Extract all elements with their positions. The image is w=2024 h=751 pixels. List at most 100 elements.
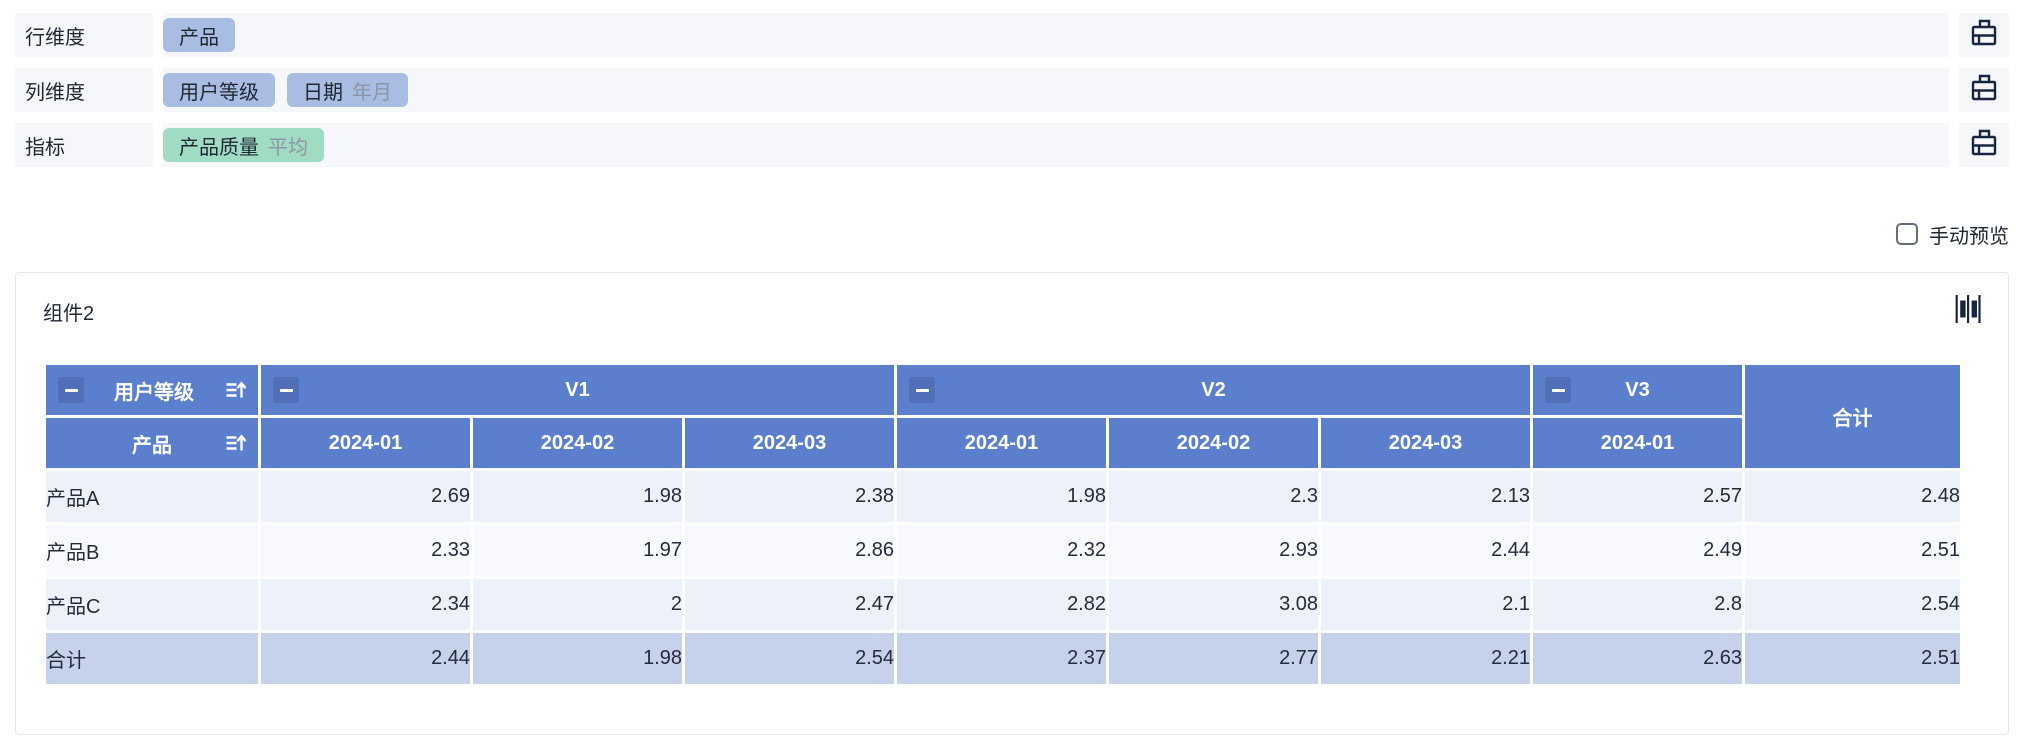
metrics-chips-area[interactable]: 产品质量 平均 bbox=[163, 123, 1949, 167]
brush-clear-icon bbox=[1967, 71, 2001, 110]
pivot-data-row: 产品A 2.69 1.98 2.38 1.98 2.3 2.13 2.57 2.48 bbox=[46, 471, 1960, 522]
pivot-value-cell: 2.57 bbox=[1533, 471, 1742, 522]
metrics-label: 指标 bbox=[15, 123, 153, 167]
pivot-data-row: 产品C 2.34 2 2.47 2.82 3.08 2.1 2.8 2.54 bbox=[46, 579, 1960, 630]
collapse-minus-icon[interactable] bbox=[909, 377, 935, 403]
clear-column-dimension-button[interactable] bbox=[1959, 68, 2009, 112]
pivot-total-row: 合计 2.44 1.98 2.54 2.37 2.77 2.21 2.63 2.51 bbox=[46, 633, 1960, 684]
collapse-minus-icon[interactable] bbox=[58, 377, 84, 403]
pivot-total-row-label: 合计 bbox=[46, 633, 258, 684]
corner-content: 用户等级 bbox=[46, 365, 258, 415]
row-dimension-chips-area[interactable]: 产品 bbox=[163, 13, 1949, 57]
pivot-total-value-cell: 1.98 bbox=[473, 633, 682, 684]
pivot-value-cell: 2 bbox=[473, 579, 682, 630]
sort-ascending-icon[interactable] bbox=[224, 379, 246, 401]
pivot-date-header: 2024-03 bbox=[1321, 418, 1530, 468]
pivot-value-cell: 1.98 bbox=[897, 471, 1106, 522]
pivot-row-label: 产品C bbox=[46, 579, 258, 630]
chip-date[interactable]: 日期 年月 bbox=[287, 73, 408, 107]
pivot-value-cell: 2.33 bbox=[261, 525, 470, 576]
pivot-value-cell: 2.34 bbox=[261, 579, 470, 630]
pivot-header-row-1: 用户等级 V1 V2 V3 合计 bbox=[46, 365, 1960, 468]
pivot-total-column-header: 合计 bbox=[1745, 365, 1960, 468]
pivot-value-cell: 2.48 bbox=[1745, 471, 1960, 522]
pivot-table: 用户等级 V1 V2 V3 合计 产品 2024-01 2024-02 2024-03 2024-… bbox=[43, 362, 1963, 687]
pivot-row-label: 产品B bbox=[46, 525, 258, 576]
pivot-data-row: 产品B 2.33 1.97 2.86 2.32 2.93 2.44 2.49 2.51 bbox=[46, 525, 1960, 576]
pivot-value-cell: 1.98 bbox=[473, 471, 682, 522]
chip-product[interactable]: 产品 bbox=[163, 18, 235, 52]
pivot-value-cell: 2.93 bbox=[1109, 525, 1318, 576]
pivot-group-header-v1: V1 bbox=[261, 365, 894, 415]
row-dimension-label: 行维度 bbox=[15, 13, 153, 57]
group-label: V3 bbox=[1625, 378, 1650, 401]
chip-aggregation: 平均 bbox=[268, 136, 308, 159]
pivot-value-cell: 2.86 bbox=[685, 525, 894, 576]
pivot-value-cell: 2.1 bbox=[1321, 579, 1530, 630]
pivot-total-value-cell: 2.77 bbox=[1109, 633, 1318, 684]
chip-product-quality[interactable]: 产品质量 平均 bbox=[163, 128, 324, 162]
pivot-value-cell: 2.3 bbox=[1109, 471, 1318, 522]
pivot-value-cell: 2.38 bbox=[685, 471, 894, 522]
pivot-value-cell: 2.51 bbox=[1745, 525, 1960, 576]
pivot-value-cell: 2.82 bbox=[897, 579, 1106, 630]
sort-ascending-icon[interactable] bbox=[224, 432, 246, 454]
column-dimension-chips-area[interactable]: 用户等级 日期 年月 bbox=[163, 68, 1949, 112]
pivot-total-value-cell: 2.51 bbox=[1745, 633, 1960, 684]
pivot-value-cell: 2.8 bbox=[1533, 579, 1742, 630]
pivot-corner-col-dim: 产品 bbox=[46, 418, 258, 468]
chip-user-level[interactable]: 用户等级 bbox=[163, 73, 275, 107]
column-dimension-row: 列维度 用户等级 日期 年月 bbox=[15, 68, 2009, 112]
collapse-minus-icon[interactable] bbox=[1545, 377, 1571, 403]
pivot-value-cell: 2.32 bbox=[897, 525, 1106, 576]
pivot-value-cell: 2.13 bbox=[1321, 471, 1530, 522]
pivot-date-header: 2024-03 bbox=[685, 418, 894, 468]
pivot-value-cell: 2.49 bbox=[1533, 525, 1742, 576]
chip-label: 日期 bbox=[303, 81, 343, 104]
group-label: V2 bbox=[1201, 378, 1226, 401]
pivot-date-header: 2024-02 bbox=[1109, 418, 1318, 468]
manual-preview-checkbox[interactable] bbox=[1896, 223, 1918, 245]
minus-bar bbox=[279, 388, 293, 392]
clear-metrics-button[interactable] bbox=[1959, 123, 2009, 167]
pivot-value-cell: 2.54 bbox=[1745, 579, 1960, 630]
brush-clear-icon bbox=[1967, 16, 2001, 55]
brush-clear-icon bbox=[1967, 126, 2001, 165]
pivot-total-value-cell: 2.54 bbox=[685, 633, 894, 684]
pivot-value-cell: 2.69 bbox=[261, 471, 470, 522]
chip-label: 用户等级 bbox=[179, 81, 259, 104]
pivot-row-label: 产品A bbox=[46, 471, 258, 522]
panel-title: 组件2 bbox=[43, 303, 95, 325]
chip-granularity: 年月 bbox=[352, 81, 392, 104]
pivot-total-value-cell: 2.37 bbox=[897, 633, 1106, 684]
panel-header: 组件2 bbox=[43, 294, 1981, 329]
pivot-group-header-v2: V2 bbox=[897, 365, 1530, 415]
bar-chart-icon bbox=[1955, 294, 1981, 329]
pivot-date-header: 2024-01 bbox=[261, 418, 470, 468]
pivot-date-header: 2024-01 bbox=[1533, 418, 1742, 468]
minus-bar bbox=[64, 388, 78, 392]
pivot-value-cell: 3.08 bbox=[1109, 579, 1318, 630]
manual-preview-label: 手动预览 bbox=[1929, 225, 2009, 248]
pivot-value-cell: 2.44 bbox=[1321, 525, 1530, 576]
row-dim-title: 用户等级 bbox=[114, 381, 194, 404]
pivot-total-value-cell: 2.21 bbox=[1321, 633, 1530, 684]
pivot-date-header: 2024-01 bbox=[897, 418, 1106, 468]
minus-bar bbox=[915, 388, 929, 392]
group-label: V1 bbox=[565, 378, 590, 401]
pivot-group-header-v3: V3 bbox=[1533, 365, 1742, 415]
pivot-total-value-cell: 2.63 bbox=[1533, 633, 1742, 684]
pivot-date-header: 2024-02 bbox=[473, 418, 682, 468]
chart-type-button[interactable] bbox=[1955, 294, 1981, 329]
col-dim-title: 产品 bbox=[132, 434, 172, 457]
pivot-total-value-cell: 2.44 bbox=[261, 633, 470, 684]
manual-preview-row: 手动预览 bbox=[15, 212, 2009, 256]
row-dimension-row: 行维度 产品 bbox=[15, 13, 2009, 57]
metrics-row: 指标 产品质量 平均 bbox=[15, 123, 2009, 167]
pivot-value-cell: 2.47 bbox=[685, 579, 894, 630]
collapse-minus-icon[interactable] bbox=[273, 377, 299, 403]
clear-row-dimension-button[interactable] bbox=[1959, 13, 2009, 57]
minus-bar bbox=[1551, 388, 1565, 392]
pivot-value-cell: 1.97 bbox=[473, 525, 682, 576]
pivot-corner-row-dim: 用户等级 bbox=[46, 365, 258, 415]
